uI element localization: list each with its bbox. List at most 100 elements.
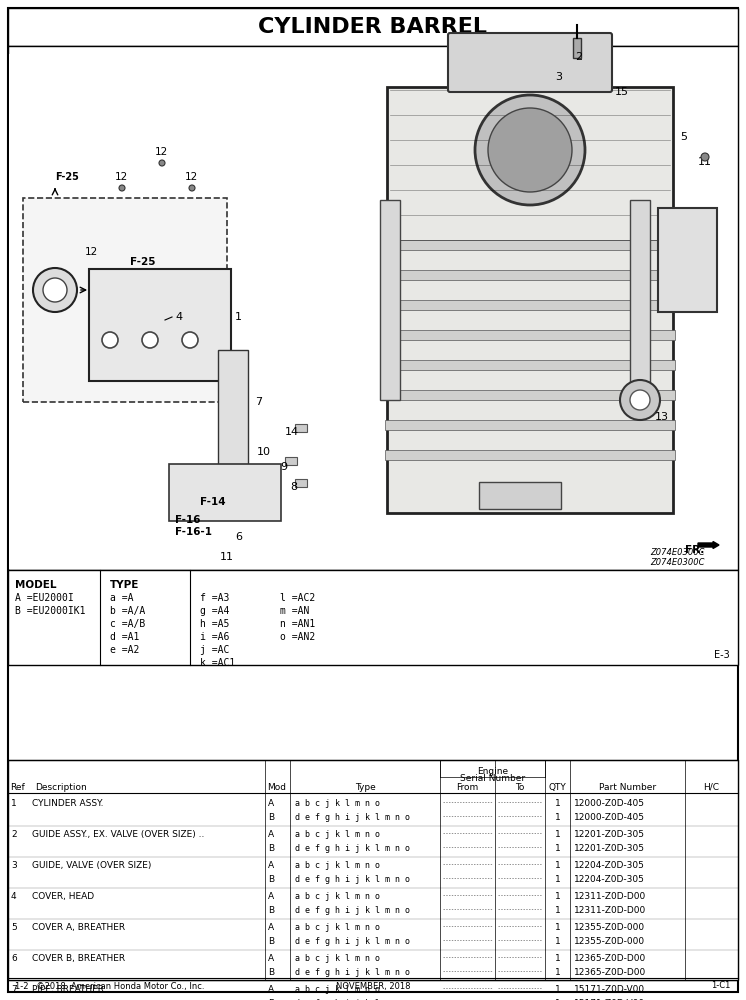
Text: A: A — [268, 985, 274, 994]
Text: 1: 1 — [554, 830, 560, 839]
Text: 1: 1 — [554, 844, 560, 853]
Text: 10: 10 — [257, 447, 271, 457]
Bar — [9, 54, 737, 569]
Text: 1: 1 — [11, 799, 16, 808]
Text: 14: 14 — [285, 427, 299, 437]
FancyBboxPatch shape — [448, 33, 612, 92]
Text: From: From — [457, 783, 479, 792]
Text: GUIDE, VALVE (OVER SIZE): GUIDE, VALVE (OVER SIZE) — [32, 861, 151, 870]
Text: 3: 3 — [11, 861, 16, 870]
Text: B: B — [268, 875, 274, 884]
Text: 4: 4 — [175, 312, 182, 322]
Text: 15171-Z0D-V00: 15171-Z0D-V00 — [574, 985, 645, 994]
Circle shape — [189, 185, 195, 191]
Text: A: A — [268, 861, 274, 870]
Text: d e f g h i j k l m n o: d e f g h i j k l m n o — [295, 999, 410, 1000]
Text: 1: 1 — [554, 875, 560, 884]
Text: CYLINDER BARREL: CYLINDER BARREL — [259, 17, 487, 37]
Text: 12000-Z0D-405: 12000-Z0D-405 — [574, 813, 645, 822]
Text: 9: 9 — [280, 462, 287, 472]
Bar — [573, 38, 581, 58]
Text: E-3: E-3 — [714, 650, 730, 660]
Text: B: B — [268, 968, 274, 977]
Text: A: A — [268, 954, 274, 963]
Text: g =A4: g =A4 — [200, 606, 229, 616]
Text: 12365-Z0D-D00: 12365-Z0D-D00 — [574, 954, 646, 963]
Text: 12: 12 — [115, 172, 128, 182]
Text: 1: 1 — [554, 937, 560, 946]
Text: h =A5: h =A5 — [200, 619, 229, 629]
Text: 1: 1 — [554, 923, 560, 932]
Text: 12000-Z0D-405: 12000-Z0D-405 — [574, 799, 645, 808]
Circle shape — [488, 108, 572, 192]
Circle shape — [182, 332, 198, 348]
Circle shape — [620, 380, 660, 420]
Text: a b c j k l m n o: a b c j k l m n o — [295, 954, 380, 963]
Text: 5: 5 — [11, 923, 16, 932]
Text: B =EU2000IK1: B =EU2000IK1 — [15, 606, 86, 616]
Text: A: A — [268, 830, 274, 839]
FancyBboxPatch shape — [23, 198, 227, 402]
Text: Ref: Ref — [10, 783, 25, 792]
Text: 7: 7 — [11, 985, 16, 994]
Text: 12201-Z0D-305: 12201-Z0D-305 — [574, 844, 645, 853]
Text: COVER A, BREATHER: COVER A, BREATHER — [32, 923, 125, 932]
Text: d e f g h i j k l m n o: d e f g h i j k l m n o — [295, 875, 410, 884]
Bar — [630, 200, 650, 400]
Text: n =AN1: n =AN1 — [280, 619, 316, 629]
Text: GUIDE ASSY., EX. VALVE (OVER SIZE) ..: GUIDE ASSY., EX. VALVE (OVER SIZE) .. — [32, 830, 204, 839]
Text: A: A — [268, 799, 274, 808]
FancyBboxPatch shape — [658, 208, 717, 312]
Text: FR.: FR. — [685, 545, 704, 555]
Text: 1: 1 — [554, 999, 560, 1000]
FancyBboxPatch shape — [479, 482, 561, 509]
Text: Engine: Engine — [477, 767, 508, 776]
Text: 12355-Z0D-000: 12355-Z0D-000 — [574, 937, 645, 946]
Text: 1: 1 — [554, 985, 560, 994]
Text: Description: Description — [35, 783, 87, 792]
Text: c =A/B: c =A/B — [110, 619, 145, 629]
Text: 1-2   ©2018  American Honda Motor Co., Inc.: 1-2 ©2018 American Honda Motor Co., Inc. — [15, 982, 204, 990]
Text: d e f g h i j k l m n o: d e f g h i j k l m n o — [295, 937, 410, 946]
Text: 5: 5 — [680, 132, 687, 142]
Text: 15171-Z0D-V00: 15171-Z0D-V00 — [574, 999, 645, 1000]
Text: B: B — [268, 937, 274, 946]
Text: F-14: F-14 — [200, 497, 225, 507]
Text: B: B — [268, 999, 274, 1000]
Text: A: A — [268, 923, 274, 932]
Text: B: B — [268, 813, 274, 822]
Circle shape — [119, 185, 125, 191]
Text: d e f g h i j k l m n o: d e f g h i j k l m n o — [295, 813, 410, 822]
Text: 3: 3 — [555, 72, 562, 82]
Text: d e f g h i j k l m n o: d e f g h i j k l m n o — [295, 844, 410, 853]
Bar — [385, 300, 675, 310]
Text: 12: 12 — [185, 172, 198, 182]
Text: Z074E0300C: Z074E0300C — [650, 558, 704, 567]
Bar — [385, 240, 675, 250]
Text: f =A3: f =A3 — [200, 593, 229, 603]
FancyBboxPatch shape — [169, 464, 281, 521]
Text: 6: 6 — [235, 532, 242, 542]
Bar — [385, 420, 675, 430]
Text: 4: 4 — [11, 892, 16, 901]
Text: 6: 6 — [11, 954, 16, 963]
Text: CYLINDER ASSY.: CYLINDER ASSY. — [32, 799, 104, 808]
Text: A: A — [268, 892, 274, 901]
Text: B: B — [268, 906, 274, 915]
Bar — [385, 330, 675, 340]
Text: A =EU2000I: A =EU2000I — [15, 593, 74, 603]
Circle shape — [630, 390, 650, 410]
Text: 1: 1 — [235, 312, 242, 322]
Text: 11: 11 — [220, 552, 234, 562]
Bar — [385, 360, 675, 370]
Text: 2: 2 — [575, 52, 582, 62]
Circle shape — [475, 95, 585, 205]
Circle shape — [102, 332, 118, 348]
Text: 1: 1 — [554, 954, 560, 963]
Text: 15: 15 — [615, 87, 629, 97]
Text: F-25: F-25 — [55, 172, 79, 182]
Circle shape — [159, 160, 165, 166]
Text: Serial Number: Serial Number — [460, 774, 525, 783]
Text: a b c j k l m n o: a b c j k l m n o — [295, 830, 380, 839]
Text: b =A/A: b =A/A — [110, 606, 145, 616]
